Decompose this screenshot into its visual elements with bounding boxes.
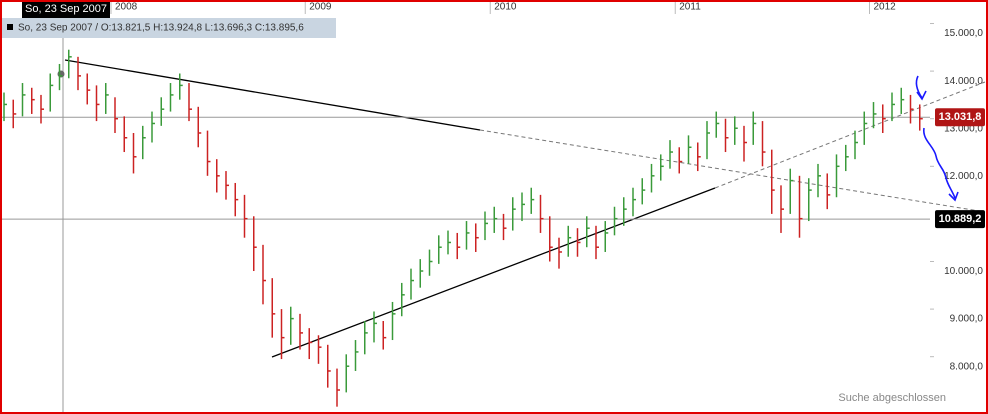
- x-tick-label: 2009: [309, 2, 332, 13]
- y-tick-label: 12.000,0: [944, 171, 983, 182]
- x-tick-label: 2012: [874, 2, 897, 13]
- info-icon: [7, 24, 13, 30]
- info-bar: [0, 18, 336, 38]
- y-tick-label: 14.000,0: [944, 76, 983, 87]
- status-text: Suche abgeschlossen: [838, 392, 946, 404]
- y-tick-label: 15.000,0: [944, 28, 983, 39]
- x-tick-label: 2011: [679, 2, 701, 13]
- info-text: So, 23 Sep 2007 / O:13.821,5 H:13.924,8 …: [18, 23, 304, 34]
- date-box: [22, 0, 110, 18]
- y-tick-label: 13.000,0: [944, 123, 983, 134]
- trend-line-extension: [479, 129, 986, 213]
- trend-line: [271, 187, 716, 358]
- price-label: 13.031,8: [939, 111, 982, 123]
- date-label: So, 23 Sep 2007: [25, 3, 107, 15]
- x-tick-label: 2008: [115, 2, 138, 13]
- x-tick-label: 2010: [494, 2, 517, 13]
- trend-line: [64, 59, 481, 131]
- y-tick-label: 8.000,0: [950, 361, 984, 372]
- trend-line-extension: [714, 81, 986, 189]
- price-box: [935, 210, 985, 229]
- price-label: 10.889,2: [939, 213, 982, 225]
- y-tick-label: 9.000,0: [950, 314, 984, 325]
- arrow-sketch: [923, 127, 959, 202]
- price-box: [935, 108, 985, 127]
- y-tick-label: 10.000,0: [944, 266, 983, 277]
- arrow-sketch: [915, 75, 927, 101]
